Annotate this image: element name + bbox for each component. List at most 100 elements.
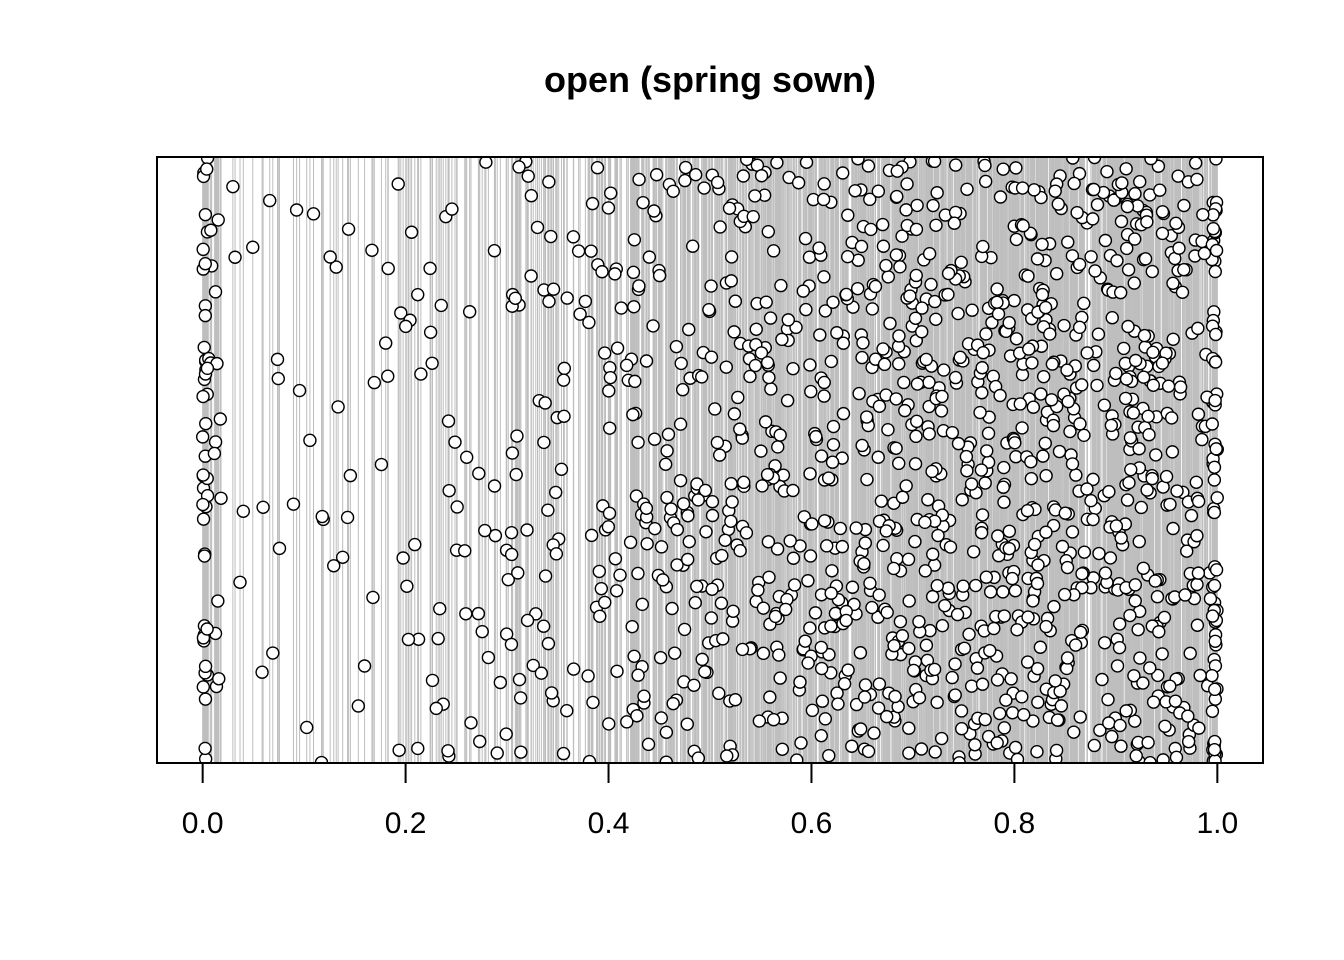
data-point	[1109, 366, 1123, 381]
data-point	[935, 618, 950, 633]
data-point	[646, 319, 660, 333]
data-point	[1103, 551, 1118, 565]
data-point	[472, 466, 486, 481]
data-point	[608, 267, 622, 281]
data-point	[1030, 744, 1044, 759]
data-point	[969, 578, 983, 593]
data-point	[978, 476, 992, 490]
data-point	[860, 410, 874, 424]
data-point	[546, 282, 561, 296]
data-point	[868, 279, 883, 294]
data-point	[1126, 406, 1141, 420]
data-point	[648, 521, 662, 536]
data-point	[799, 157, 814, 170]
data-point	[1146, 378, 1161, 392]
data-point	[1191, 321, 1205, 336]
data-point	[924, 277, 938, 292]
data-point	[996, 585, 1010, 599]
data-point	[1034, 387, 1048, 401]
data-point	[1061, 394, 1075, 409]
data-point	[1027, 537, 1042, 552]
data-point	[1033, 640, 1048, 654]
data-point	[367, 375, 382, 390]
data-point	[666, 696, 680, 711]
data-point	[1127, 276, 1141, 290]
data-point	[794, 736, 808, 750]
data-point	[626, 407, 640, 422]
data-point	[691, 751, 706, 763]
data-point	[1087, 738, 1102, 753]
data-point	[198, 741, 212, 756]
data-point	[919, 352, 933, 367]
data-point	[1145, 471, 1159, 486]
data-point	[1039, 619, 1053, 634]
data-point	[400, 579, 414, 593]
data-point	[960, 464, 974, 478]
data-point	[1118, 391, 1133, 406]
data-point	[926, 198, 940, 213]
data-point	[787, 578, 802, 592]
data-point	[902, 746, 916, 760]
data-point	[826, 437, 841, 452]
data-point	[510, 429, 524, 443]
data-point	[865, 600, 879, 615]
data-point	[441, 414, 456, 428]
data-point	[760, 355, 775, 370]
data-point	[306, 207, 321, 221]
data-point	[1015, 181, 1030, 195]
data-point	[960, 182, 974, 196]
data-point	[803, 549, 818, 563]
data-point	[1140, 215, 1154, 229]
data-point	[909, 222, 924, 237]
data-point	[837, 677, 852, 691]
data-point	[459, 607, 473, 621]
data-point	[930, 186, 944, 200]
data-point	[889, 392, 903, 406]
data-point	[1148, 574, 1162, 588]
data-point	[625, 619, 639, 634]
data-point	[825, 564, 839, 578]
data-point	[335, 550, 350, 565]
data-point	[381, 369, 395, 383]
data-point	[1031, 558, 1045, 572]
data-point	[864, 222, 878, 237]
data-point	[464, 716, 478, 730]
data-point	[1156, 753, 1170, 763]
data-point	[716, 632, 730, 646]
data-point	[1170, 484, 1184, 498]
data-point	[668, 646, 682, 660]
data-point	[724, 250, 739, 264]
data-point	[1065, 249, 1080, 263]
data-point	[1153, 183, 1167, 197]
data-point	[1030, 576, 1045, 591]
data-point	[715, 548, 729, 563]
data-point	[1015, 690, 1029, 704]
data-point	[1002, 316, 1016, 330]
data-point	[560, 703, 574, 718]
data-point	[712, 448, 727, 462]
data-point	[980, 444, 994, 458]
data-point	[1164, 411, 1179, 425]
data-point	[1061, 235, 1075, 249]
data-point	[631, 566, 645, 581]
data-point	[863, 192, 877, 207]
data-point	[197, 340, 211, 355]
data-point	[817, 270, 831, 284]
data-point	[773, 671, 787, 685]
data-point	[901, 552, 916, 567]
data-point	[557, 361, 572, 376]
data-point	[1134, 500, 1149, 515]
data-point	[1207, 460, 1222, 474]
data-point	[676, 497, 691, 511]
data-point	[1010, 752, 1025, 763]
data-point	[892, 329, 906, 343]
data-point	[928, 294, 942, 309]
data-point	[921, 493, 935, 507]
data-point	[941, 581, 955, 595]
data-point	[1208, 355, 1223, 369]
data-point	[1208, 264, 1222, 279]
data-point	[987, 621, 1001, 636]
data-point	[773, 428, 787, 442]
data-point	[1008, 740, 1023, 755]
